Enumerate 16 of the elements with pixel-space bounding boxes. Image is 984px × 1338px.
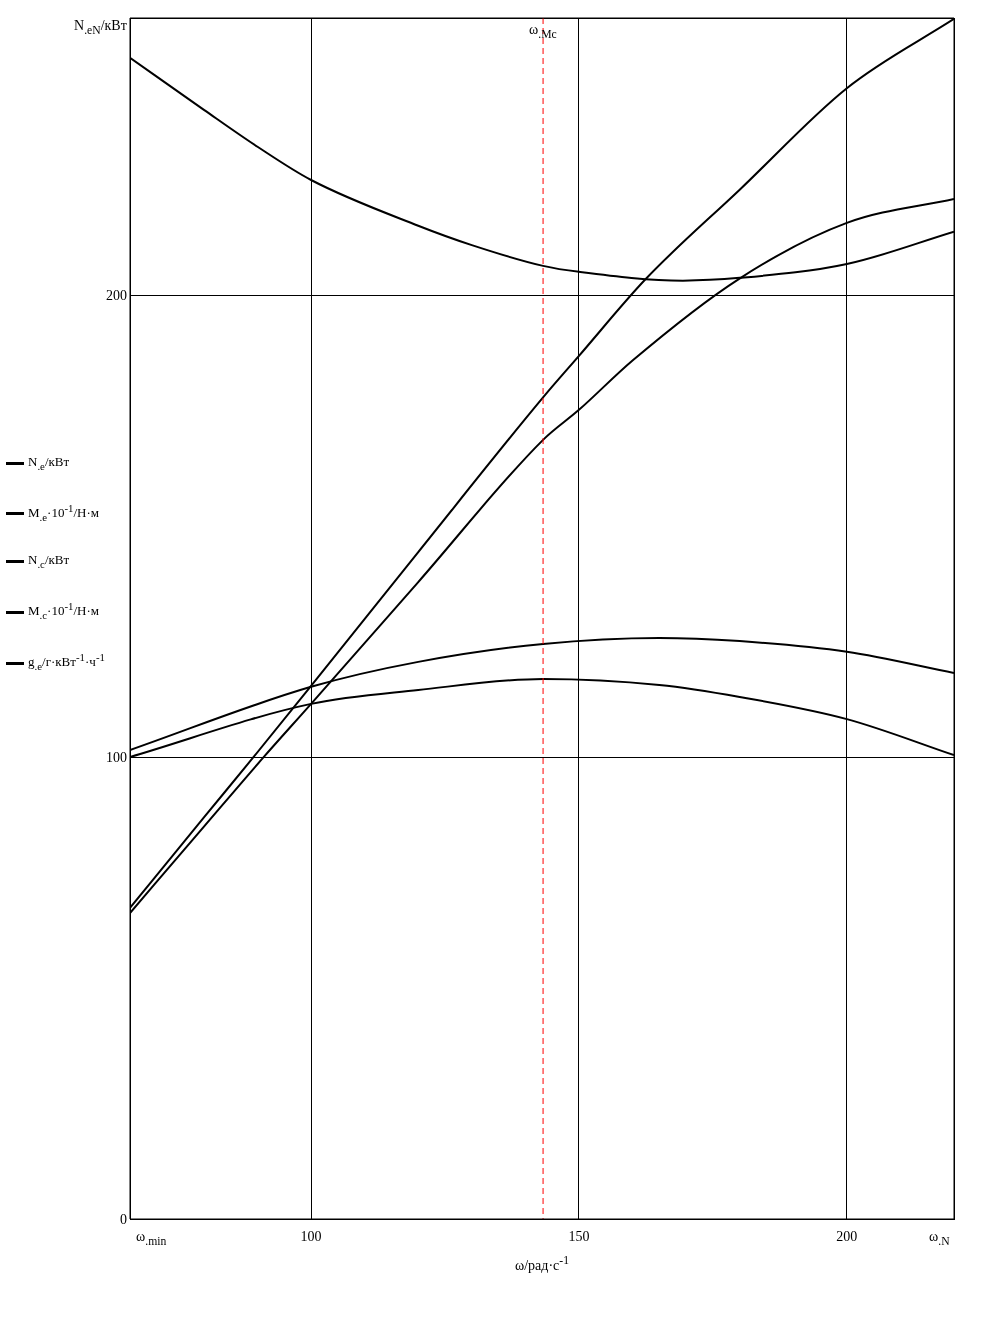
legend-label: N$_{.c}$/кВт — [28, 552, 70, 570]
x-tick-label: ω$_{.N}$ — [929, 1229, 950, 1249]
ref-line-label: ω$_{.Mc}$ — [529, 22, 557, 42]
legend-label: g$_{.e}$/г·кВт$^{-1}$·ч$^{-1}$ — [28, 650, 105, 672]
y-tick-label: 200 — [106, 288, 127, 304]
x-tick-label: 100 — [300, 1229, 322, 1245]
legend-label: M$_{.e}$·10$^{-1}$/Н·м — [28, 501, 100, 523]
x-axis-title: ω/рад·с$^{-1}$ — [515, 1254, 570, 1274]
y-tick-label: 0 — [120, 1211, 127, 1227]
legend-label: M$_{.c}$·10$^{-1}$/Н·м — [28, 599, 100, 621]
x-tick-label: 200 — [836, 1229, 858, 1245]
x-tick-label: 150 — [568, 1229, 590, 1245]
x-tick-label: ω$_{.min}$ — [136, 1229, 167, 1249]
y-tick-label: N$_{.eN}$/кВт — [74, 18, 127, 38]
y-tick-label: 100 — [106, 749, 127, 766]
legend-label: N$_{.e}$/кВт — [28, 454, 70, 472]
